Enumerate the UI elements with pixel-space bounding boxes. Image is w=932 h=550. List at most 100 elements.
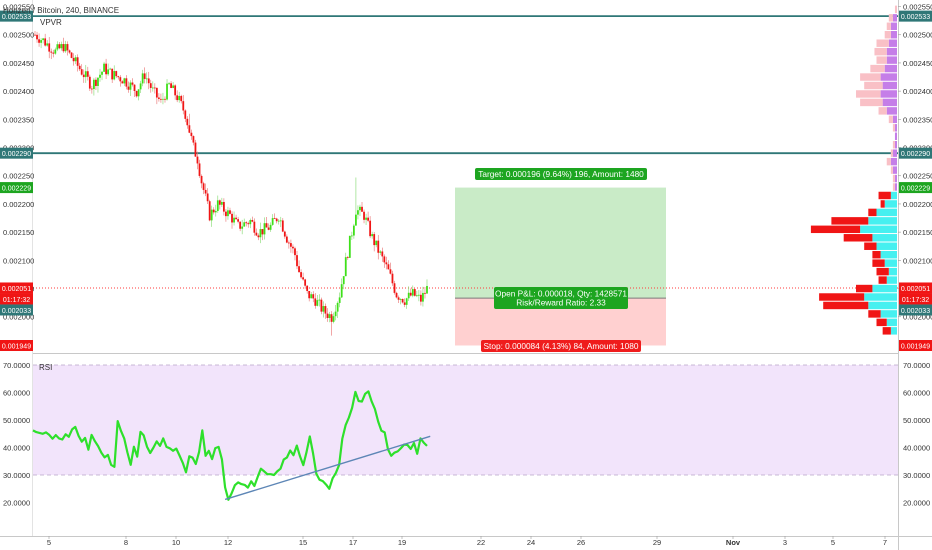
candle-body (320, 299, 323, 312)
price-tick-label-left: 0.002350 (3, 115, 34, 124)
candle (107, 63, 110, 76)
candle (411, 285, 414, 298)
candle (54, 47, 57, 55)
pnl-label-bg (494, 287, 628, 309)
candle (233, 211, 235, 226)
time-tick-label: 22 (477, 538, 485, 547)
target-zone[interactable] (455, 187, 666, 299)
volume-profile-down-bar (874, 47, 887, 56)
price-tick-label-right: 0.002350 (903, 115, 932, 124)
candle-body (251, 219, 254, 222)
candle (214, 204, 217, 217)
rsi-tick-label-right: 50.0000 (903, 416, 930, 425)
price-tick-label-right: 0.002000 (903, 313, 932, 322)
candle-body (279, 220, 282, 222)
candle-body (196, 156, 199, 164)
candle-body (314, 298, 317, 306)
position-tool[interactable] (455, 187, 666, 346)
target-label: Target: 0.000196 (9.64%) 196, Amount: 14… (475, 168, 647, 180)
candle-body (176, 95, 179, 101)
price-tick-label-right: 0.002450 (903, 59, 932, 68)
time-tick-label: 29 (653, 538, 661, 547)
candle-body (64, 44, 67, 52)
price-tick-label-left: 0.002400 (3, 87, 34, 96)
candle-body (344, 257, 347, 277)
candle (281, 218, 284, 233)
rsi-indicator-label[interactable]: RSI (39, 363, 52, 372)
volume-profile-up-bar (880, 250, 897, 259)
candle-body (352, 225, 355, 236)
volume-profile-up-bar (890, 157, 897, 166)
candle-body (379, 251, 382, 253)
candle-body (113, 71, 116, 80)
volume-profile-up-bar (868, 217, 897, 225)
candle-body (80, 69, 83, 75)
candle (190, 129, 193, 140)
candle (363, 209, 365, 224)
candle-body (334, 311, 337, 317)
price-badge-text: 0.002533 (901, 14, 930, 21)
candle-body (287, 242, 290, 244)
price-badge-level-left: 0.002533 (0, 10, 33, 22)
volume-profile-up-bar (890, 327, 897, 335)
candle (277, 218, 280, 225)
horizontal-levels[interactable] (0, 15, 898, 289)
candle-body (72, 57, 75, 62)
volume-profile-down-bar (880, 200, 885, 208)
candle (225, 208, 227, 222)
price-tick-label-left: 0.002250 (3, 172, 34, 181)
candle (222, 198, 225, 216)
candle-body (393, 283, 396, 293)
candle-body (225, 211, 227, 217)
stop-label: Stop: 0.000084 (4.13%) 84, Amount: 1080 (481, 340, 641, 352)
candle-body (212, 209, 215, 213)
candle (44, 33, 47, 47)
price-badge-text: 0.002051 (901, 286, 930, 293)
volume-profile-up-bar (868, 301, 897, 310)
candle (249, 218, 252, 229)
candle-body (310, 294, 313, 299)
vpvr-indicator-label[interactable]: VPVR (40, 18, 62, 27)
candle (259, 222, 262, 244)
candle (306, 285, 309, 294)
candle (237, 216, 240, 224)
candle (168, 82, 170, 85)
candle (304, 278, 307, 289)
rsi-trendline[interactable] (224, 435, 431, 501)
volume-profile-down-bar (872, 259, 885, 267)
candle (383, 254, 386, 268)
candle-body (109, 68, 112, 70)
candle (338, 292, 341, 308)
candle (52, 49, 55, 58)
volume-profile-down-bar (884, 31, 891, 39)
time-tick-label: 5 (47, 538, 51, 547)
candle (265, 216, 268, 228)
candle (231, 211, 233, 229)
candle-body (164, 98, 166, 100)
candle-body (271, 218, 274, 225)
candle (204, 183, 207, 197)
candle-body (365, 217, 367, 220)
pnl-label-text: Open P&L: 0.000018, Qty: 1428571 (495, 289, 627, 299)
candle (149, 79, 152, 93)
candle-body (119, 77, 122, 82)
candle (373, 231, 376, 252)
price-badge-target-right: 0.002229 (899, 182, 932, 194)
candle-body (151, 87, 154, 89)
rsi-pane (32, 390, 431, 501)
time-tick-label: 7 (883, 538, 887, 547)
price-badge-bg (0, 182, 33, 194)
candle (50, 48, 53, 60)
candle (48, 37, 51, 59)
candle (109, 67, 112, 70)
candle (103, 61, 105, 72)
candle (184, 109, 187, 123)
candle (157, 93, 160, 102)
candle (292, 244, 294, 254)
candle-body (93, 79, 95, 90)
price-tick-label-left: 0.002000 (3, 313, 34, 322)
rsi-tick-label-right: 70.0000 (903, 361, 930, 370)
candle (257, 233, 260, 241)
candle-body (298, 266, 300, 273)
candle (367, 211, 369, 223)
